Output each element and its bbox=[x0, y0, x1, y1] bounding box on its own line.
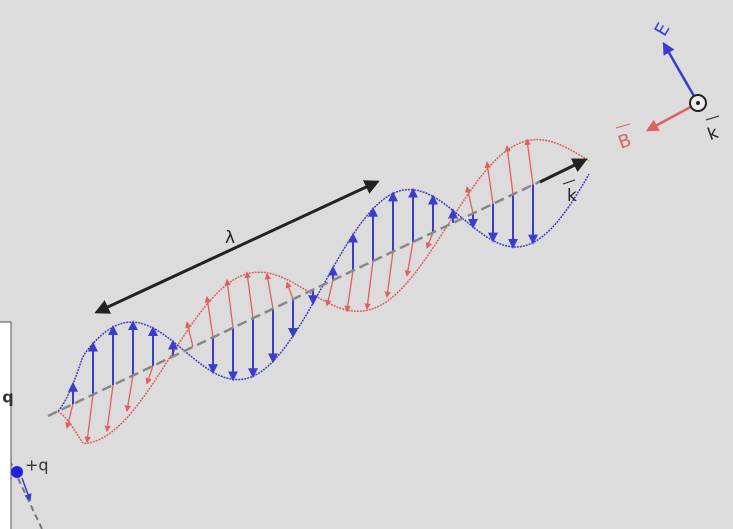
k-label: k bbox=[567, 186, 577, 206]
partial-charge-label: q bbox=[2, 388, 13, 407]
em-wave-diagram: k λ E B k q +q bbox=[0, 0, 733, 529]
wavelength-label: λ bbox=[225, 228, 235, 248]
k-dot bbox=[696, 101, 700, 105]
charge bbox=[11, 466, 23, 478]
charge-label: +q bbox=[25, 456, 49, 475]
side-panel bbox=[0, 322, 11, 529]
page: k λ E B k q +q (() => { const data = JSO… bbox=[0, 0, 733, 529]
